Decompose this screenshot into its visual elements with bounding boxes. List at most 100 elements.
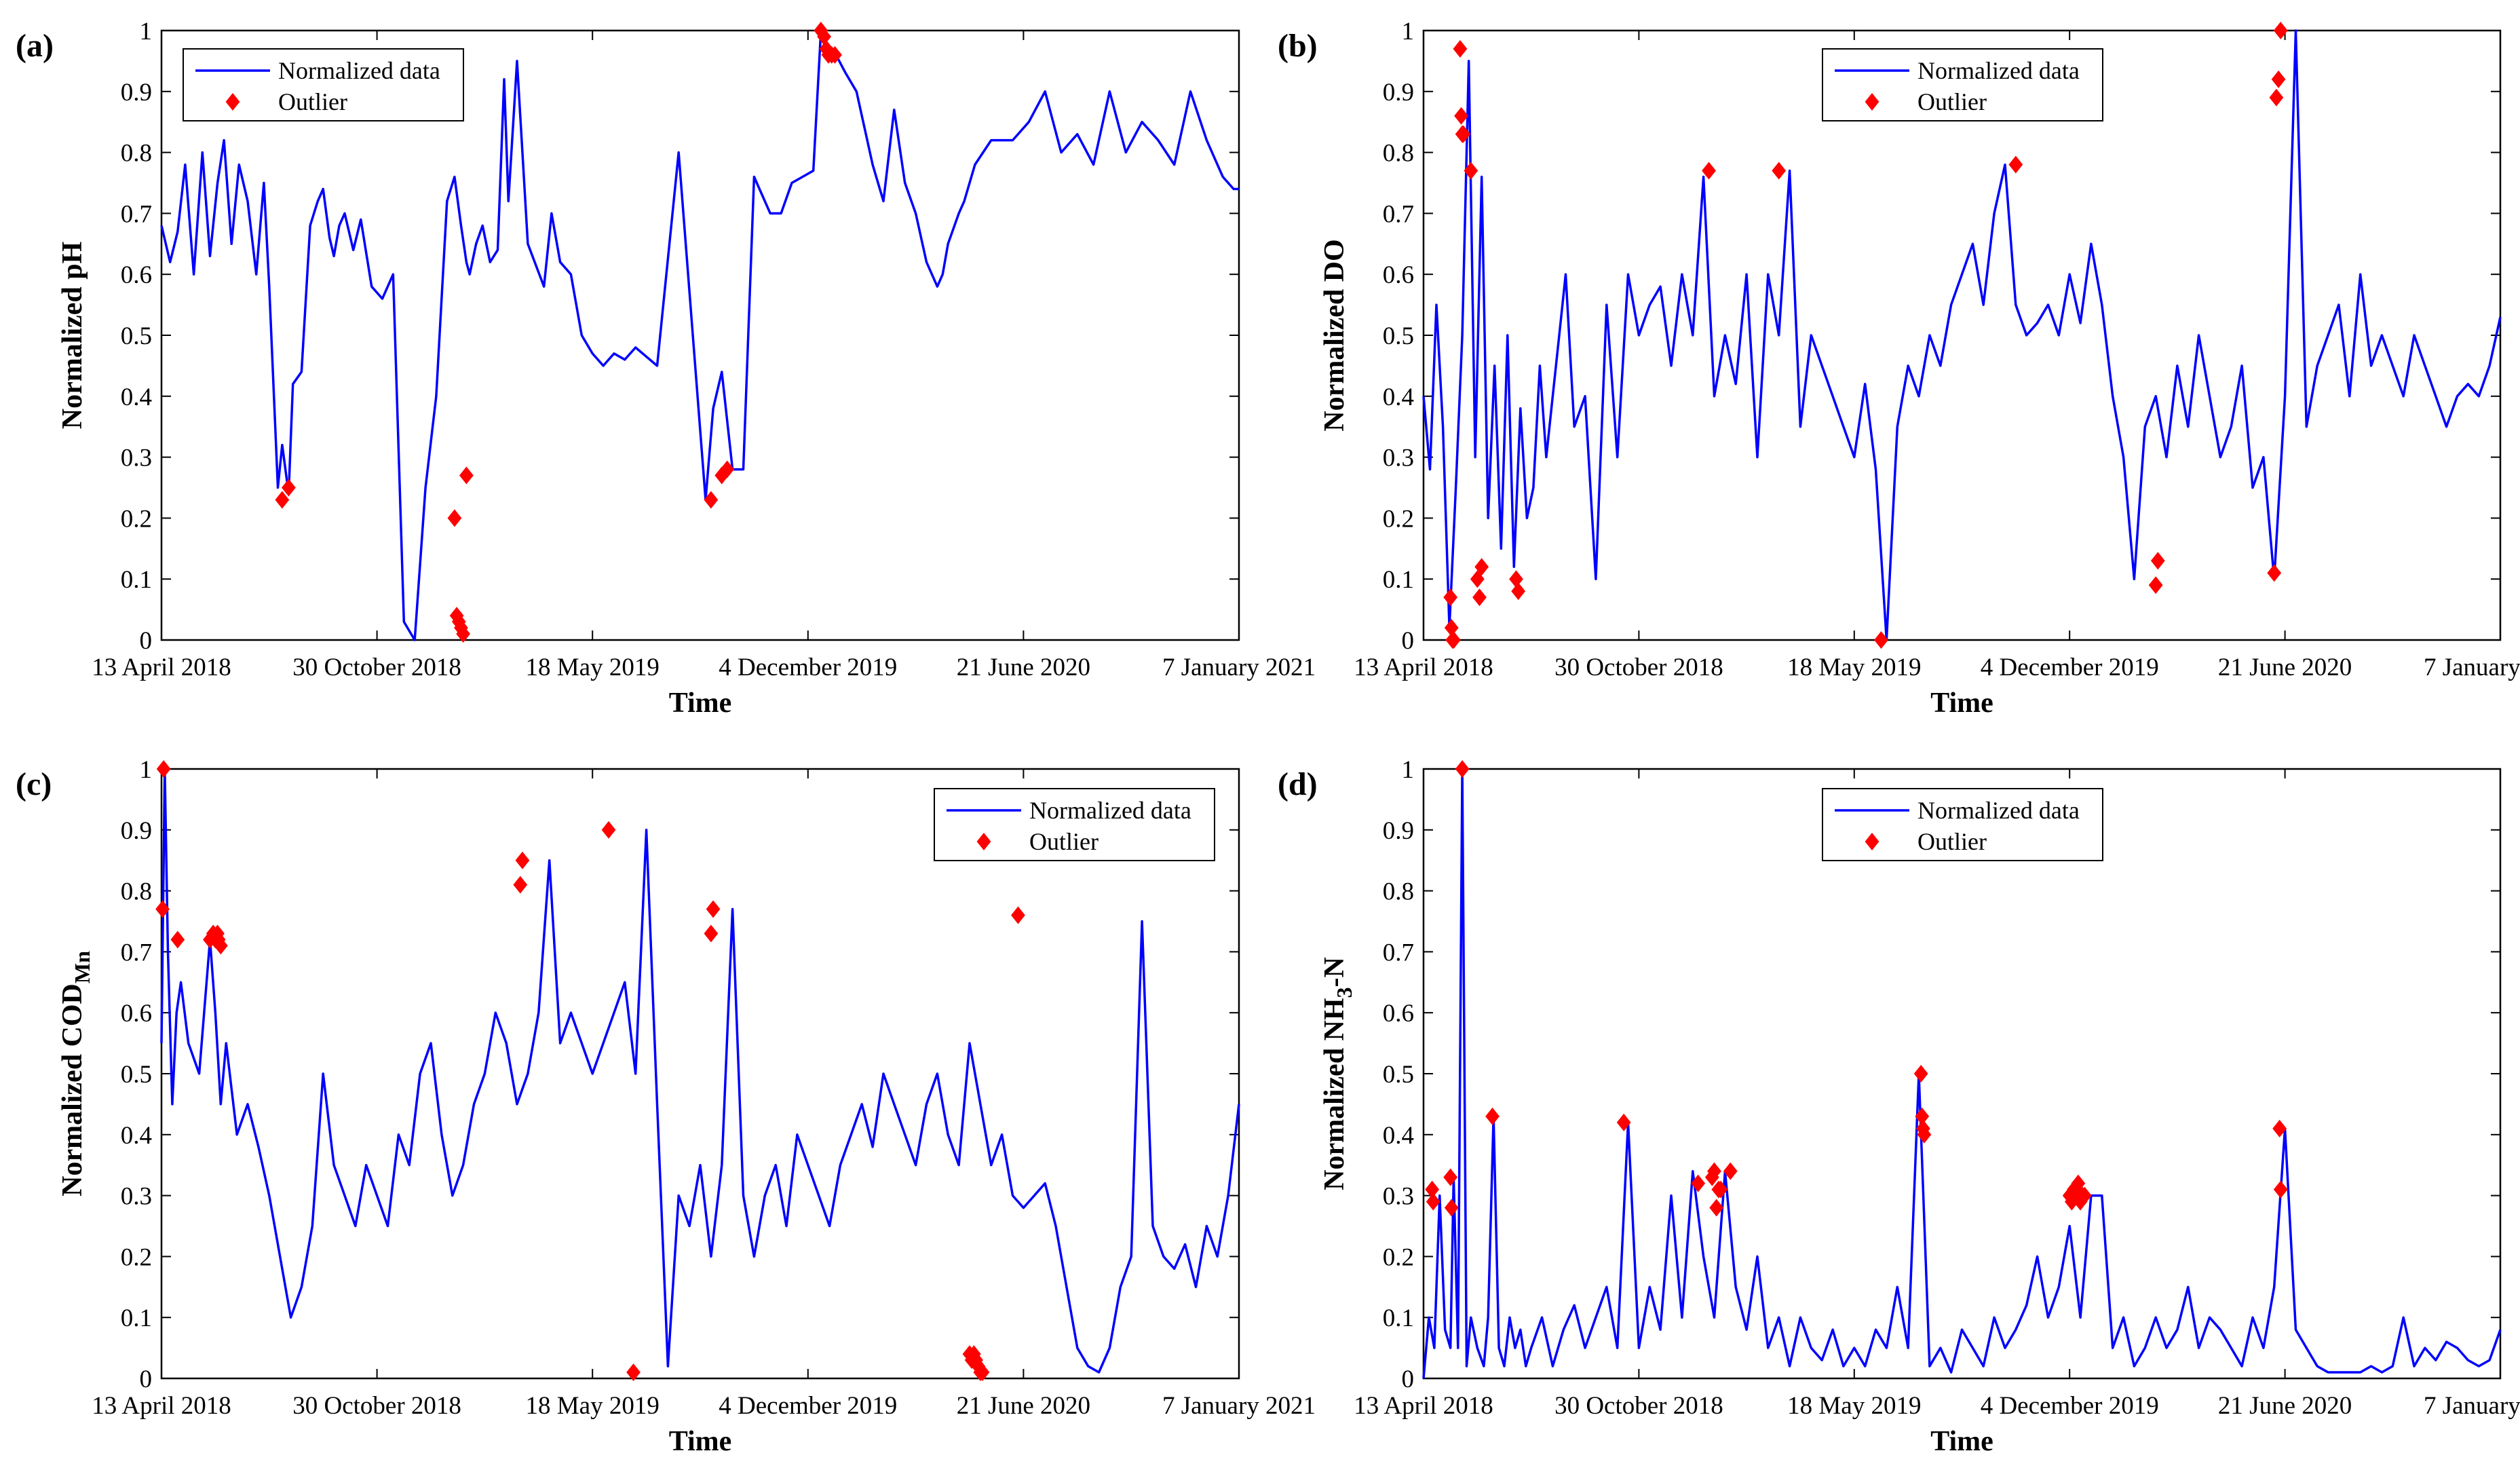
plot-frame (160, 768, 1240, 1380)
y-tick-label: 0.5 (121, 1061, 152, 1089)
y-tick-label: 0.6 (1383, 1000, 1414, 1028)
legend-label-outlier: Outlier (278, 88, 347, 115)
x-tick-label: 18 May 2019 (526, 1392, 660, 1420)
outlier-point (720, 460, 735, 478)
outlier-point (2269, 88, 2284, 107)
legend-box (1822, 48, 2103, 121)
panel-d: 0 0.1 0.2 0.3 0.4 0.5 0.6 0.7 0.8 0.9 1 13 April 20… (1278, 756, 2520, 1457)
y-axis-label-main: Normalized COD (57, 983, 88, 1197)
legend-label-outlier: Outlier (1029, 828, 1099, 855)
outlier-point (706, 900, 721, 918)
outlier-point (1874, 631, 1888, 649)
x-tick-label: 13 April 2018 (1354, 654, 1493, 681)
legend: Normalized data Outlier (1822, 788, 2103, 861)
y-tick-label: 0.6 (121, 1000, 152, 1028)
legend: Normalized data Outlier (1822, 48, 2103, 121)
outlier-point (828, 45, 842, 64)
x-tick-label: 7 January 2021 (2424, 654, 2520, 681)
outlier-point (1472, 588, 1487, 607)
panel-letter: (d) (1278, 766, 1318, 802)
y-axis-label: Normalized pH (57, 242, 88, 429)
y-tick-label: 0.4 (121, 383, 152, 411)
outlier-point (2008, 155, 2023, 174)
outlier-point (1444, 1199, 1459, 1217)
outlier-point (1474, 558, 1489, 576)
legend-label-normalized-data: Normalized data (1917, 57, 2080, 84)
legend-outlier-swatch (976, 833, 991, 850)
y-tick-label: 0 (140, 627, 153, 655)
y-tick-label: 0.2 (121, 505, 152, 533)
outlier-point (1702, 162, 1716, 180)
y-axis-label: Normalized NH3-N (1319, 957, 1356, 1190)
y-tick-label: 0 (1402, 1366, 1415, 1393)
panel-b: 0 0.1 0.2 0.3 0.4 0.5 0.6 0.7 0.8 0.9 1 13 April 20… (1278, 18, 2520, 719)
outlier-point (1453, 39, 1468, 58)
outlier-point (456, 625, 471, 643)
y-tick-label: 0.9 (121, 817, 152, 845)
x-tick-label: 18 May 2019 (1787, 654, 1921, 681)
legend-outlier-swatch (1865, 833, 1879, 850)
series-line-normalized-data (1422, 768, 2502, 1379)
y-tick-label: 0.8 (1383, 878, 1414, 906)
outlier-point (1913, 1065, 1928, 1083)
y-axis-label-main: Normalized pH (57, 242, 88, 429)
y-tick-label: 1 (1402, 756, 1415, 784)
outlier-point (2273, 22, 2288, 39)
x-tick-label: 7 January 2021 (1162, 1392, 1316, 1420)
legend-label-outlier: Outlier (1917, 828, 1987, 855)
legend-label-normalized-data: Normalized data (1917, 797, 2080, 824)
outlier-point (1509, 570, 1523, 588)
y-tick-label: 0.6 (121, 261, 152, 289)
y-tick-label: 0.9 (1383, 817, 1414, 845)
x-tick-label: 4 December 2019 (1981, 654, 2159, 681)
outlier-point (513, 876, 528, 894)
y-tick-label: 0.5 (121, 322, 152, 350)
outlier-point (155, 900, 170, 918)
legend-outlier-swatch (225, 93, 240, 111)
y-tick-label: 0.8 (1383, 140, 1414, 168)
y-tick-label: 0.7 (1383, 939, 1414, 966)
outlier-point (2148, 576, 2163, 595)
y-tick-label: 0 (140, 1366, 153, 1393)
x-tick-label: 30 October 2018 (292, 654, 461, 681)
outlier-point (2150, 552, 2165, 570)
outlier-point (281, 478, 296, 497)
outlier-point (704, 924, 719, 943)
x-tick-label: 21 June 2020 (2218, 1392, 2352, 1420)
outlier-point (704, 491, 719, 509)
y-tick-label: 0.2 (121, 1243, 152, 1271)
outlier-point (1464, 162, 1478, 180)
series-line-normalized-data (1422, 29, 2502, 641)
x-tick-label: 30 October 2018 (292, 1392, 461, 1420)
x-tick-label: 13 April 2018 (92, 654, 231, 681)
y-tick-label: 0.9 (1383, 79, 1414, 107)
outlier-point (1709, 1199, 1724, 1217)
series-line-normalized-data (160, 29, 1239, 641)
outlier-point (1426, 1192, 1440, 1211)
plot-frame (160, 29, 1240, 641)
y-axis-label-subscript: Mn (70, 951, 94, 983)
x-axis-label: Time (669, 1426, 732, 1457)
x-axis-label: Time (669, 688, 732, 719)
y-tick-label: 0.7 (1383, 200, 1414, 228)
outlier-point (626, 1363, 641, 1382)
outlier-point (1616, 1113, 1631, 1131)
panel-letter: (a) (16, 28, 54, 64)
outlier-point (1011, 906, 1025, 924)
legend: Normalized data Outlier (183, 48, 464, 121)
panel-letter: (c) (16, 766, 52, 802)
x-tick-label: 21 June 2020 (2218, 654, 2352, 681)
outlier-point (2271, 70, 2286, 88)
outlier-point (2078, 1186, 2092, 1205)
outlier-point (1444, 619, 1459, 637)
y-axis-label-tail: -N (1319, 957, 1350, 987)
y-tick-label: 0.7 (121, 200, 152, 228)
y-tick-label: 1 (140, 18, 153, 45)
y-tick-label: 0.9 (121, 79, 152, 107)
legend-label-normalized-data: Normalized data (1029, 797, 1191, 824)
outlier-point (1511, 582, 1526, 601)
y-tick-label: 0.3 (1383, 1183, 1414, 1211)
outlier-point (2267, 564, 2282, 582)
outlier-point (1713, 1180, 1728, 1199)
y-tick-label: 0 (1402, 627, 1415, 655)
